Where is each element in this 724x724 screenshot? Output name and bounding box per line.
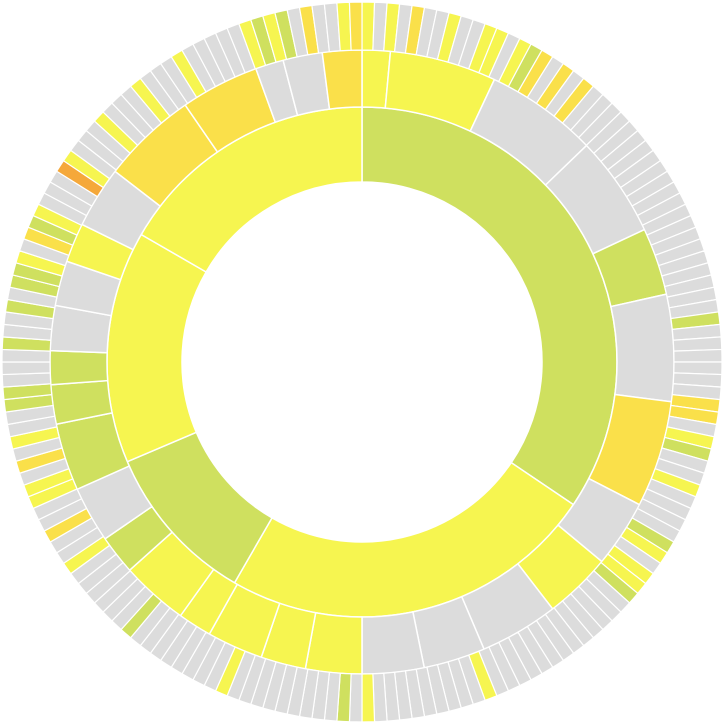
ring2-segment-12 bbox=[361, 610, 426, 675]
outer-tick-180 bbox=[348, 1, 363, 51]
ring2-segment-22 bbox=[49, 349, 109, 386]
ring-level-1 bbox=[106, 106, 618, 618]
outer-tick-90 bbox=[361, 673, 376, 723]
outer-tick-135 bbox=[1, 361, 51, 376]
ring-level-2 bbox=[49, 49, 675, 675]
ring2-segment-6 bbox=[610, 293, 675, 403]
ring2-segment-31 bbox=[321, 49, 363, 110]
outer-tick-45 bbox=[673, 348, 723, 363]
